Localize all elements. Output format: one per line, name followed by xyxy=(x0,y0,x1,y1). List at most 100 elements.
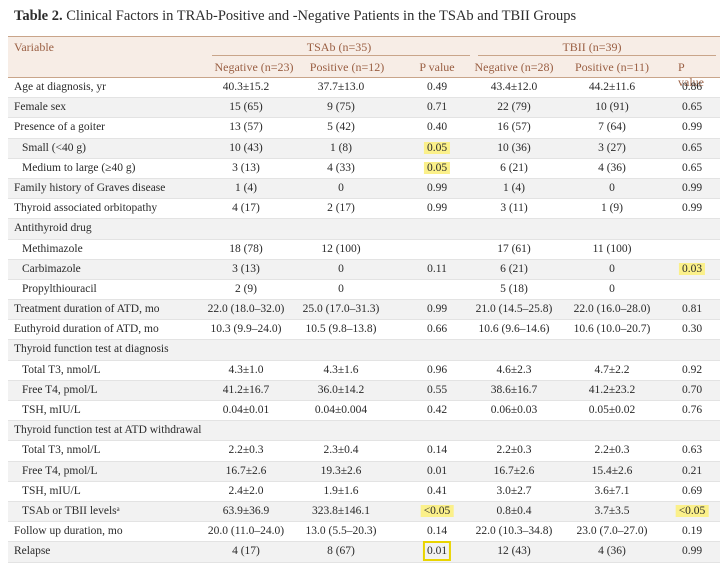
table-row: TSH, mIU/L 2.4±2.0 1.9±1.6 0.41 3.0±2.7 3.6±7… xyxy=(8,482,720,502)
row-label: Thyroid function test at diagnosis xyxy=(14,343,169,356)
row-label: Thyroid function test at ATD withdrawal xyxy=(14,424,202,437)
table-row: TSAb or TBII levelsᵃ 63.9±36.9 323.8±146.1… xyxy=(8,501,720,523)
cell-c3: 0.99 xyxy=(426,181,448,194)
cell-c2: 2.3±0.4 xyxy=(323,444,359,457)
cell-c6: 0.99 xyxy=(681,545,703,558)
row-label: TSAb or TBII levelsᵃ xyxy=(22,504,120,517)
row-label: Free T4, pmol/L xyxy=(22,383,98,396)
cell-c3: 0.01 xyxy=(426,464,448,477)
table-row: Small (<40 g) 10 (43) 1 (8) 0.05 10 (36) 3 (2… xyxy=(8,138,720,159)
cell-c5: 0 xyxy=(609,262,615,275)
table-row: Family history of Graves disease 1 (4) 0 0.… xyxy=(8,178,720,200)
cell-c6: 0.92 xyxy=(681,363,703,376)
row-label: Small (<40 g) xyxy=(22,141,86,154)
row-label: Carbimazole xyxy=(22,262,81,275)
cell-c4: 3 (11) xyxy=(500,202,528,215)
cell-c1: 20.0 (11.0–24.0) xyxy=(207,525,285,538)
clinical-factors-table: Variable TSAb (n=35) TBII (n=39) Negativ… xyxy=(8,36,720,563)
tsab-group-rule xyxy=(212,55,470,56)
cell-c4: 38.6±16.7 xyxy=(490,383,538,396)
cell-c5: 0 xyxy=(609,181,615,194)
cell-c6: 0.63 xyxy=(681,444,703,457)
cell-c1: 4.3±1.0 xyxy=(228,363,264,376)
table-row: Treatment duration of ATD, mo 22.0 (18.0–… xyxy=(8,300,720,321)
cell-c2: 37.7±13.0 xyxy=(317,81,365,93)
table-row: Carbimazole 3 (13) 0 0.11 6 (21) 0 0.03 xyxy=(8,259,720,280)
cell-c3: 0.40 xyxy=(426,121,448,134)
cell-c3: 0.55 xyxy=(426,383,448,396)
cell-c6: 0.65 xyxy=(681,101,703,114)
tbii-group-rule xyxy=(478,55,716,56)
cell-c3: 0.96 xyxy=(426,363,448,376)
cell-c6: 0.99 xyxy=(681,202,703,215)
cell-c6: 0.65 xyxy=(681,161,703,174)
table-body: Age at diagnosis, yr 40.3±15.2 37.7±13.0 0.… xyxy=(8,78,720,563)
cell-c1: 3 (13) xyxy=(232,262,260,275)
cell-c1: 18 (78) xyxy=(229,242,263,255)
cell-c2: 13.0 (5.5–20.3) xyxy=(305,525,377,538)
cell-c1: 4 (17) xyxy=(232,202,260,215)
table-row: Total T3, nmol/L 2.2±0.3 2.3±0.4 0.14 2.2±0.… xyxy=(8,441,720,462)
cell-c4: 10 (36) xyxy=(497,141,531,154)
header-tsab-group: TSAb (n=35) xyxy=(306,40,372,54)
table-row: Thyroid function test at diagnosis xyxy=(8,340,720,361)
header-row-groups: Variable TSAb (n=35) TBII (n=39) xyxy=(8,36,720,57)
cell-c3: 0.99 xyxy=(426,202,448,215)
cell-c3: 0.01 xyxy=(422,541,452,562)
header-tsab-pvalue: P value xyxy=(419,60,455,74)
cell-c4: 16 (57) xyxy=(497,121,531,134)
row-label: Euthyroid duration of ATD, mo xyxy=(14,323,159,336)
cell-c1: 0.04±0.01 xyxy=(222,404,270,416)
cell-c5: 3 (27) xyxy=(598,141,626,154)
row-label: Follow up duration, mo xyxy=(14,525,123,538)
table-number: Table 2. xyxy=(14,8,63,24)
cell-c6: 0.86 xyxy=(681,81,703,93)
table-row: Thyroid associated orbitopathy 4 (17) 2 (1… xyxy=(8,199,720,220)
row-label: Total T3, nmol/L xyxy=(22,444,101,457)
cell-c6: 0.76 xyxy=(681,404,703,416)
table-row: Propylthiouracil 2 (9) 0 5 (18) 0 xyxy=(8,280,720,301)
cell-c1: 63.9±36.9 xyxy=(222,504,270,517)
row-label: Presence of a goiter xyxy=(14,121,106,134)
cell-c4: 12 (43) xyxy=(497,545,531,558)
cell-c6: 0.70 xyxy=(681,383,703,396)
cell-c6: 0.03 xyxy=(678,262,706,275)
header-tbii-positive: Positive (n=11) xyxy=(575,60,649,74)
table-row: Presence of a goiter 13 (57) 5 (42) 0.40 16 … xyxy=(8,118,720,139)
cell-c1: 41.2±16.7 xyxy=(222,383,270,396)
cell-c1: 1 (4) xyxy=(234,181,258,194)
table-row: Follow up duration, mo 20.0 (11.0–24.0) 13… xyxy=(8,522,720,543)
table-row: Total T3, nmol/L 4.3±1.0 4.3±1.6 0.96 4.6±2.… xyxy=(8,361,720,381)
cell-c2: 8 (67) xyxy=(327,545,355,558)
cell-c1: 16.7±2.6 xyxy=(225,464,267,477)
cell-c6: 0.30 xyxy=(681,323,703,336)
cell-c4: 43.4±12.0 xyxy=(490,81,538,93)
cell-c3: 0.71 xyxy=(426,101,448,114)
cell-c1: 3 (13) xyxy=(232,161,260,174)
header-variable: Variable xyxy=(14,40,54,54)
cell-c1: 2.4±2.0 xyxy=(228,484,264,497)
cell-c2: 5 (42) xyxy=(327,121,355,134)
cell-c2: 0 xyxy=(338,262,344,275)
table-row: Relapse 4 (17) 8 (67) 0.01 12 (43) 4 (36) 0.99 xyxy=(8,541,720,563)
cell-c3: 0.05 xyxy=(423,161,451,174)
cell-c5: 10 (91) xyxy=(595,101,629,114)
header-tbii-negative: Negative (n=28) xyxy=(474,60,554,74)
cell-c5: 4 (36) xyxy=(598,545,626,558)
cell-c4: 4.6±2.3 xyxy=(496,363,532,376)
cell-c1: 13 (57) xyxy=(229,121,263,134)
row-label: Female sex xyxy=(14,101,67,114)
row-label: TSH, mIU/L xyxy=(22,404,81,416)
row-label: Age at diagnosis, yr xyxy=(14,81,106,93)
cell-c3: <0.05 xyxy=(420,504,454,517)
cell-c6: 0.99 xyxy=(681,181,703,194)
cell-c2: 0.04±0.004 xyxy=(314,404,368,416)
cell-c4: 17 (61) xyxy=(497,242,531,255)
header-tbii-pvalue: P value xyxy=(678,60,704,89)
cell-c5: 2.2±0.3 xyxy=(594,444,630,457)
table-caption: Clinical Factors in TRAb-Positive and -N… xyxy=(66,8,577,24)
cell-c4: 0.8±0.4 xyxy=(496,504,532,517)
row-label: Free T4, pmol/L xyxy=(22,464,98,477)
table-row: Medium to large (≥40 g) 3 (13) 4 (33) 0.05 6… xyxy=(8,159,720,179)
row-label: Medium to large (≥40 g) xyxy=(22,161,136,174)
